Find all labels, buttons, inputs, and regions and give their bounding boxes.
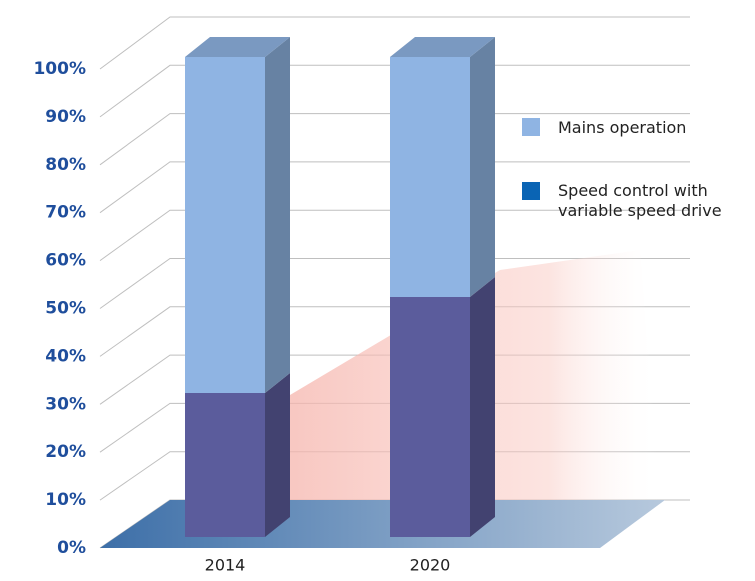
y-tick-label: 70% bbox=[45, 203, 86, 223]
grid-line bbox=[99, 113, 690, 166]
floor bbox=[100, 500, 665, 548]
legend: Mains operation Speed control with varia… bbox=[522, 118, 722, 221]
y-tick-label: 0% bbox=[57, 538, 86, 558]
grid-line bbox=[99, 161, 690, 214]
bar-side bbox=[470, 277, 495, 537]
legend-swatch bbox=[522, 118, 540, 136]
bar-side bbox=[265, 373, 290, 537]
legend-label: Mains operation bbox=[558, 118, 687, 137]
bars: 2014 2020 bbox=[185, 37, 495, 575]
bar-top bbox=[185, 37, 290, 57]
x-tick-label: 2014 bbox=[205, 556, 246, 575]
bar-side bbox=[470, 37, 495, 297]
legend-item: Speed control with variable speed drive bbox=[522, 181, 755, 221]
bar-side bbox=[265, 37, 290, 393]
y-tick-label: 30% bbox=[45, 394, 86, 414]
legend-item: Mains operation bbox=[522, 118, 712, 138]
grid-line bbox=[99, 209, 690, 262]
bar bbox=[185, 393, 265, 537]
grid-line bbox=[99, 64, 690, 118]
y-tick-label: 100% bbox=[33, 59, 86, 79]
y-tick-label: 50% bbox=[45, 299, 86, 319]
y-tick-label: 90% bbox=[45, 107, 86, 127]
legend-label: Speed control with variable speed drive bbox=[558, 181, 722, 220]
grid-line bbox=[99, 258, 690, 309]
y-tick-label: 40% bbox=[45, 346, 86, 366]
y-tick-label: 10% bbox=[45, 490, 86, 510]
grid-line bbox=[99, 16, 690, 70]
y-tick-label: 80% bbox=[45, 155, 86, 175]
y-tick-label: 20% bbox=[45, 442, 86, 462]
y-tick-label: 60% bbox=[45, 251, 86, 271]
bar-top bbox=[390, 37, 495, 57]
bar bbox=[390, 57, 470, 297]
bar bbox=[185, 57, 265, 393]
legend-swatch bbox=[522, 182, 540, 200]
x-tick-label: 2020 bbox=[410, 556, 451, 575]
bar bbox=[390, 297, 470, 537]
